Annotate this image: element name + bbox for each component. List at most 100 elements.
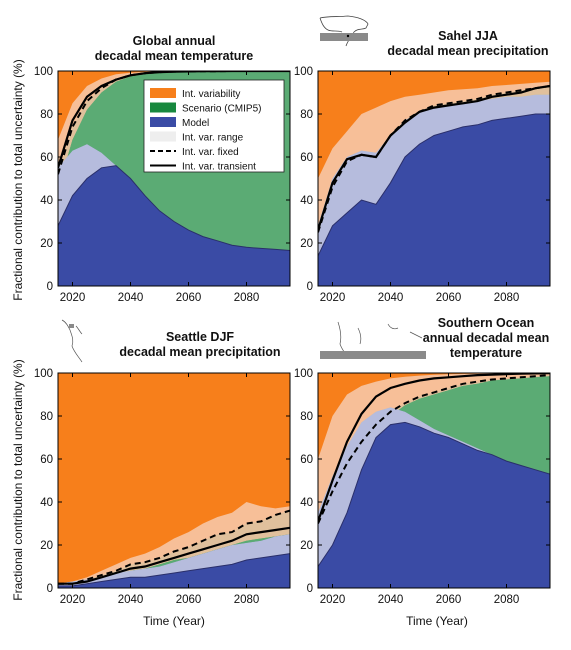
legend-item: Int. var. range <box>150 131 244 144</box>
int-var-transient-line <box>58 71 290 169</box>
x-tick-label: 2040 <box>378 292 404 304</box>
y-axis-label: Fractional contribution to total uncerta… <box>11 359 25 600</box>
y-tick-label: 60 <box>40 152 53 164</box>
x-tick-label: 2020 <box>60 292 86 304</box>
int-var-fixed-line <box>318 374 550 524</box>
y-tick-label: 80 <box>40 109 53 121</box>
model-boundary-line <box>58 553 290 587</box>
y-tick-label: 0 <box>307 281 313 293</box>
model-boundary-line <box>318 421 550 567</box>
chart-title: annual decadal mean <box>423 331 549 345</box>
chart-title: Southern Ocean <box>438 316 535 330</box>
y-tick-label: 0 <box>307 583 313 595</box>
axes-frame <box>57 372 291 589</box>
x-tick-label: 2080 <box>494 594 520 606</box>
model-area <box>58 165 290 286</box>
axes-frame <box>317 372 551 589</box>
chart-title: Sahel JJA <box>438 29 498 43</box>
int-var-range-band <box>58 502 290 586</box>
axes-frame <box>317 70 551 287</box>
legend-item: Int. var. transient <box>150 162 256 173</box>
y-tick-label: 60 <box>300 152 313 164</box>
y-tick-label: 20 <box>40 540 53 552</box>
x-tick-label: 2060 <box>436 292 462 304</box>
y-tick-label: 20 <box>300 540 313 552</box>
int-var-range-band <box>318 81 550 239</box>
model-boundary-line <box>58 165 290 251</box>
chart-title: decadal mean temperature <box>95 49 253 63</box>
y-tick-label: 0 <box>47 281 53 293</box>
int-var-transient-line <box>318 84 550 231</box>
plot-area <box>318 71 550 286</box>
x-tick-label: 2040 <box>118 292 144 304</box>
y-tick-label: 100 <box>294 368 313 380</box>
chart-title: decadal mean precipitation <box>387 44 548 58</box>
y-tick-label: 0 <box>47 583 53 595</box>
x-tick-label: 2040 <box>118 594 144 606</box>
chart-title: Seattle DJF <box>166 330 234 344</box>
legend-swatch <box>150 117 176 127</box>
model-boundary-line <box>318 113 550 257</box>
world-map-seattle-region-icon <box>58 318 98 368</box>
y-tick-label: 100 <box>34 66 53 78</box>
y-tick-label: 40 <box>40 195 53 207</box>
legend-swatch <box>150 102 176 113</box>
legend-label: Scenario (CMIP5) <box>182 104 261 115</box>
y-tick-label: 40 <box>300 497 313 509</box>
world-map-sahel-region-icon <box>318 14 370 48</box>
y-tick-label: 80 <box>40 411 53 423</box>
y-tick-label: 20 <box>300 238 313 250</box>
legend-item: Int. variability <box>150 88 240 100</box>
x-tick-label: 2080 <box>494 292 520 304</box>
x-tick-label: 2060 <box>176 292 202 304</box>
chart-title: temperature <box>450 346 522 360</box>
legend-swatch <box>150 131 176 142</box>
axes-frame <box>57 70 291 287</box>
y-tick-label: 20 <box>40 238 53 250</box>
legend-label: Int. var. range <box>182 133 244 144</box>
legend-swatch <box>150 88 176 98</box>
y-tick-label: 80 <box>300 411 313 423</box>
model-range-band <box>58 144 290 251</box>
legend-label: Int. var. fixed <box>182 147 239 158</box>
int-var-fixed-line <box>318 85 550 233</box>
model-area <box>318 114 550 286</box>
y-tick-label: 80 <box>300 109 313 121</box>
x-tick-label: 2080 <box>234 292 260 304</box>
x-axis-label: Time (Year) <box>406 614 468 628</box>
legend-item: Int. var. fixed <box>150 147 239 158</box>
legend-item: Scenario (CMIP5) <box>150 102 261 115</box>
legend-label: Int. variability <box>182 89 240 100</box>
x-tick-label: 2020 <box>320 292 346 304</box>
legend-label: Model <box>182 118 209 129</box>
y-tick-label: 100 <box>294 66 313 78</box>
chart-title: Global annual <box>133 34 216 48</box>
plot-area <box>58 373 290 588</box>
plot-area <box>318 373 550 588</box>
model-area <box>318 422 550 588</box>
y-tick-label: 40 <box>300 195 313 207</box>
world-map-southern-ocean-icon <box>318 318 430 370</box>
x-tick-label: 2060 <box>176 594 202 606</box>
y-tick-label: 40 <box>40 497 53 509</box>
chart-title: decadal mean precipitation <box>119 345 280 359</box>
x-tick-label: 2080 <box>234 594 260 606</box>
y-tick-label: 100 <box>34 368 53 380</box>
x-axis-label: Time (Year) <box>143 614 205 628</box>
x-tick-label: 2020 <box>60 594 86 606</box>
x-tick-label: 2020 <box>320 594 346 606</box>
x-tick-label: 2040 <box>378 594 404 606</box>
int-var-fixed-line <box>58 509 290 585</box>
int-var-transient-line <box>58 526 290 585</box>
int-var-transient-line <box>318 373 550 522</box>
x-tick-label: 2060 <box>436 594 462 606</box>
y-tick-label: 60 <box>40 454 53 466</box>
legend-item: Model <box>150 117 209 129</box>
legend: Int. variability Scenario (CMIP5) Model Int… <box>143 79 285 173</box>
y-axis-label: Fractional contribution to total uncerta… <box>11 59 25 300</box>
